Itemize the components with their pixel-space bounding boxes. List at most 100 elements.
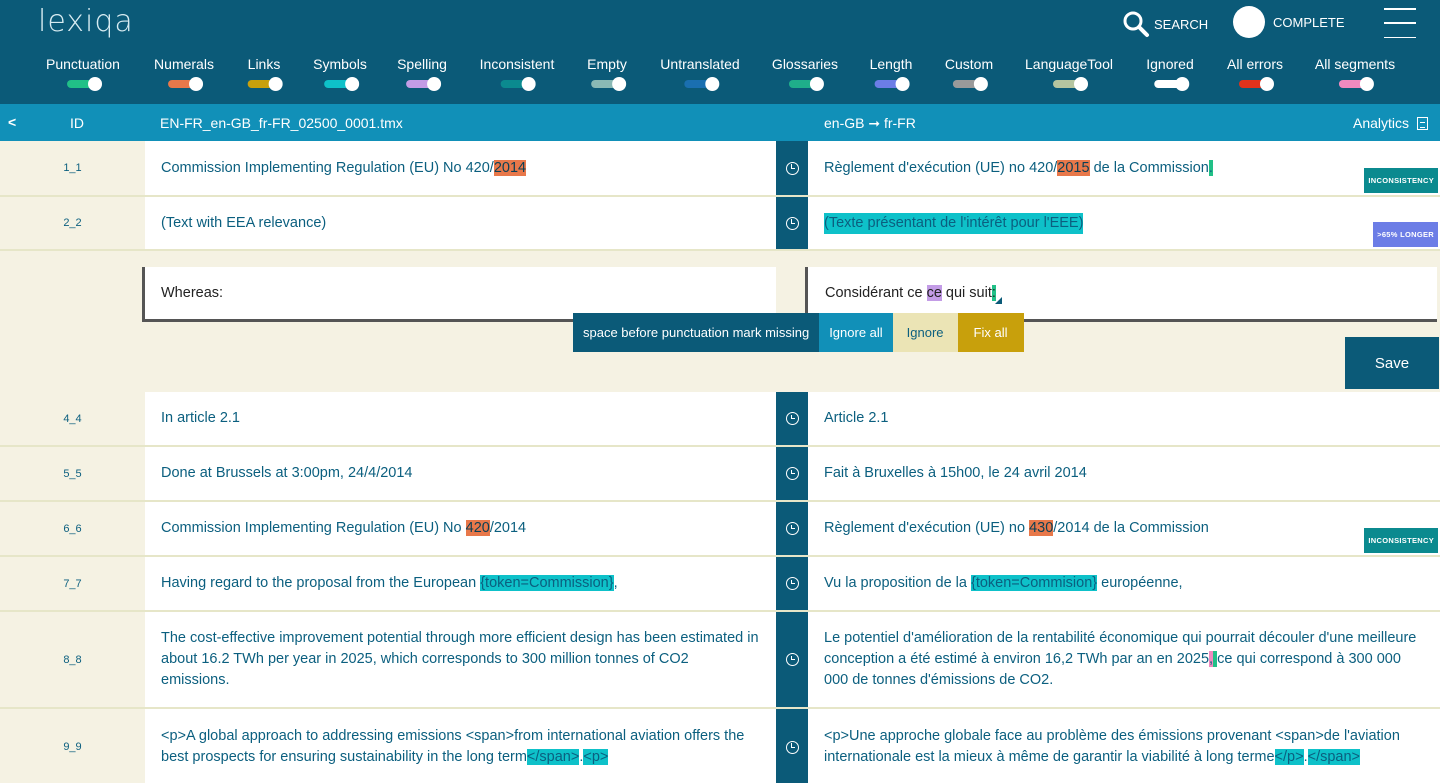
punctuation-error-highlight[interactable]: . — [1208, 159, 1213, 176]
spelling-error-highlight[interactable]: ce — [926, 285, 942, 301]
history-button[interactable] — [776, 197, 808, 249]
hamburger-menu-icon[interactable] — [1384, 8, 1416, 38]
symbol-error-highlight[interactable]: (Texte présentant de l'intérêt pour l'EE… — [824, 212, 1084, 234]
numeral-error-highlight[interactable]: 420 — [465, 520, 490, 536]
search-icon — [1123, 11, 1149, 37]
segment-row: 6_6 Commission Implementing Regulation (… — [0, 502, 1440, 557]
tag-highlight[interactable]: </span> — [526, 749, 580, 765]
history-button[interactable] — [776, 392, 808, 445]
filter-toggle[interactable] — [1153, 77, 1189, 91]
filter-punctuation[interactable]: Punctuation — [46, 56, 120, 91]
top-header: lexiqa SEARCH COMPLETE Punctuation Numer… — [0, 0, 1440, 104]
file-name: EN-FR_en-GB_fr-FR_02500_0001.tmx — [160, 115, 403, 131]
chevron-left-icon[interactable]: < — [8, 114, 17, 130]
segment-row: 1_1 Commission Implementing Regulation (… — [0, 141, 1440, 197]
history-button[interactable] — [776, 141, 808, 195]
source-cell[interactable]: In article 2.1 — [145, 392, 776, 445]
segment-id: 1_1 — [63, 162, 82, 174]
numeral-error-highlight[interactable]: 430 — [1029, 520, 1054, 536]
filter-untranslated[interactable]: Untranslated — [660, 56, 740, 91]
punctuation-error-highlight[interactable] — [1213, 651, 1218, 667]
tag-highlight[interactable]: <p> — [583, 749, 609, 765]
filter-links[interactable]: Links — [248, 56, 283, 91]
target-cell[interactable]: <p>Une approche globale face au problème… — [808, 709, 1440, 783]
target-cell[interactable]: Règlement d'exécution (UE) no 420/2015 d… — [808, 141, 1440, 195]
search-label: SEARCH — [1154, 16, 1209, 32]
target-edit-field[interactable]: Considérant ce ce qui suit: — [805, 267, 1437, 322]
filter-length[interactable]: Length — [869, 56, 913, 91]
punctuation-error-highlight[interactable]: : — [991, 285, 996, 301]
save-button[interactable]: Save — [1345, 337, 1439, 389]
filter-all-segments[interactable]: All segments — [1315, 56, 1395, 91]
filter-toggle[interactable] — [788, 77, 824, 91]
target-cell[interactable]: Article 2.1 — [808, 392, 1440, 445]
history-button[interactable] — [776, 447, 808, 500]
filter-toggle[interactable] — [501, 77, 536, 91]
source-cell[interactable]: Done at Brussels at 3:00pm, 24/4/2014 — [145, 447, 776, 500]
filter-spelling[interactable]: Spelling — [397, 56, 447, 91]
filter-toggle[interactable] — [683, 77, 719, 91]
search-button[interactable]: SEARCH — [1122, 10, 1208, 38]
filter-label: Length — [869, 56, 913, 72]
source-cell[interactable]: <p>A global approach to addressing emiss… — [145, 709, 776, 783]
target-cell[interactable]: Fait à Bruxelles à 15h00, le 24 avril 20… — [808, 447, 1440, 500]
filter-toggle[interactable] — [1238, 77, 1274, 91]
clock-icon — [785, 522, 799, 535]
source-cell[interactable]: The cost-effective improvement potential… — [145, 612, 776, 707]
history-button[interactable] — [776, 557, 808, 610]
filter-toggle[interactable] — [324, 77, 359, 91]
filter-all-errors[interactable]: All errors — [1227, 56, 1283, 91]
target-cell[interactable]: Règlement d'exécution (UE) no 430/2014 d… — [808, 502, 1440, 555]
ignore-all-button[interactable]: Ignore all — [819, 313, 893, 352]
segment-id: 2_2 — [63, 217, 82, 229]
target-cell[interactable]: Le potentiel d'amélioration de la rentab… — [808, 612, 1440, 707]
history-button[interactable] — [776, 502, 808, 555]
filter-toggle[interactable] — [66, 77, 102, 91]
filter-symbols[interactable]: Symbols — [313, 56, 367, 91]
segment-row: 4_4 In article 2.1 Article 2.1 — [0, 392, 1440, 447]
file-info-bar: < ID EN-FR_en-GB_fr-FR_02500_0001.tmx en… — [0, 104, 1440, 141]
filter-toggle[interactable] — [168, 77, 203, 91]
fix-all-button[interactable]: Fix all — [957, 313, 1024, 352]
document-icon — [1417, 116, 1429, 130]
filter-toggle[interactable] — [1339, 77, 1374, 91]
filter-ignored[interactable]: Ignored — [1146, 56, 1194, 91]
source-cell[interactable]: Commission Implementing Regulation (EU) … — [145, 141, 776, 195]
clock-icon — [785, 216, 799, 230]
error-pointer-icon — [994, 296, 1002, 304]
filter-languagetool[interactable]: LanguageTool — [1025, 56, 1113, 91]
ignore-button[interactable]: Ignore — [892, 313, 958, 352]
filter-empty[interactable]: Empty — [587, 56, 627, 91]
numeral-error-highlight[interactable]: 2014 — [493, 159, 527, 176]
filter-toggle[interactable] — [405, 77, 441, 91]
source-cell[interactable]: (Text with EEA relevance) — [145, 197, 776, 249]
filter-glossaries[interactable]: Glossaries — [772, 56, 838, 91]
token-highlight[interactable]: {token=Commision} — [970, 575, 1098, 591]
tag-highlight[interactable]: </span> — [1307, 749, 1361, 765]
token-highlight[interactable]: {token=Commission} — [480, 575, 614, 591]
history-button[interactable] — [776, 709, 808, 783]
filter-toggle[interactable] — [952, 77, 988, 91]
filter-toggle[interactable] — [874, 77, 910, 91]
complete-toggle[interactable]: COMPLETE — [1233, 6, 1345, 38]
filter-toggle[interactable] — [1052, 77, 1088, 91]
filter-numerals[interactable]: Numerals — [154, 56, 214, 91]
history-button[interactable] — [776, 612, 808, 707]
segment-row: 2_2 (Text with EEA relevance) (Texte pré… — [0, 197, 1440, 251]
analytics-button[interactable]: Analytics — [1353, 115, 1429, 131]
target-cell[interactable]: Vu la proposition de la {token=Commision… — [808, 557, 1440, 610]
numeral-error-highlight[interactable]: 2015 — [1057, 159, 1090, 176]
source-cell[interactable]: Having regard to the proposal from the E… — [145, 557, 776, 610]
tag-highlight[interactable]: </p> — [1274, 749, 1304, 765]
inconsistency-badge: INCONSISTENCY — [1364, 528, 1438, 553]
filter-toggle[interactable] — [591, 77, 626, 91]
filter-custom[interactable]: Custom — [945, 56, 993, 91]
filter-label: Punctuation — [46, 56, 120, 72]
error-highlight[interactable]: , — [1209, 651, 1214, 667]
filter-label: Untranslated — [660, 56, 740, 72]
filter-toggle[interactable] — [248, 77, 283, 91]
complete-label: COMPLETE — [1273, 14, 1345, 30]
filter-inconsistent[interactable]: Inconsistent — [480, 56, 554, 91]
target-cell[interactable]: (Texte présentant de l'intérêt pour l'EE… — [808, 197, 1440, 249]
source-cell[interactable]: Commission Implementing Regulation (EU) … — [145, 502, 776, 555]
